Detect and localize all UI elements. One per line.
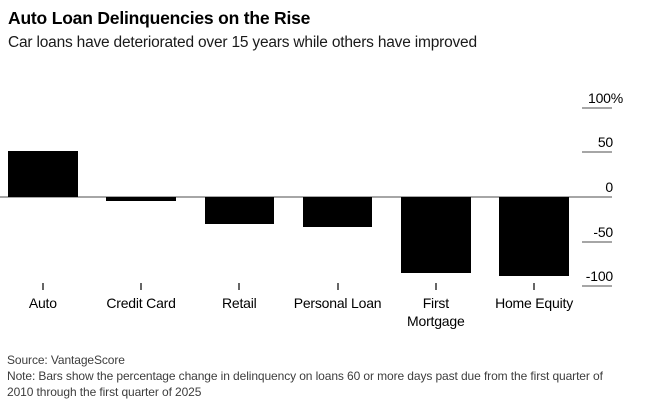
- plot-area: 100% 50 0 -50 -100 Auto Credit Card Retail Perso…: [0, 89, 623, 329]
- y-axis-label: -100: [585, 268, 613, 285]
- y-axis-label: 100%: [587, 89, 623, 106]
- y-axis-tick: [582, 240, 612, 243]
- y-axis-tick: [582, 106, 612, 109]
- y-axis-label: 50: [597, 134, 613, 151]
- methodology-note: Note: Bars show the percentage change in…: [7, 369, 603, 399]
- bar-auto: [8, 150, 78, 197]
- chart-footer: Source: VantageScore Note: Bars show the…: [7, 352, 613, 400]
- source-note: Source: VantageScore: [7, 353, 125, 367]
- category-label-first-mortgage: First Mortgage: [407, 295, 465, 329]
- category-label-personal-loan: Personal Loan: [293, 295, 382, 311]
- x-axis-tick: [434, 283, 437, 290]
- category-label-credit-card: Credit Card: [106, 295, 176, 311]
- bar-credit-card: [106, 197, 176, 202]
- bar-personal-loan: [302, 197, 373, 228]
- x-axis-tick: [533, 283, 536, 290]
- x-axis-tick: [41, 283, 44, 290]
- chart-title: Auto Loan Delinquencies on the Rise: [8, 8, 311, 28]
- chart-subtitle: Car loans have deteriorated over 15 year…: [8, 34, 477, 51]
- y-axis-tick: [582, 151, 612, 154]
- x-axis-tick: [336, 283, 339, 290]
- x-axis-tick: [140, 283, 143, 290]
- y-axis-label: 0: [605, 179, 613, 195]
- y-axis-label: -50: [593, 223, 613, 240]
- bar-home-equity: [499, 197, 569, 277]
- bar-first-mortgage: [401, 197, 471, 273]
- category-label-auto: Auto: [28, 295, 57, 311]
- y-axis-tick: [582, 285, 612, 288]
- category-label-retail: Retail: [222, 295, 257, 311]
- bar-retail: [204, 197, 275, 224]
- category-label-home-equity: Home Equity: [495, 295, 574, 311]
- x-axis-tick: [238, 283, 241, 290]
